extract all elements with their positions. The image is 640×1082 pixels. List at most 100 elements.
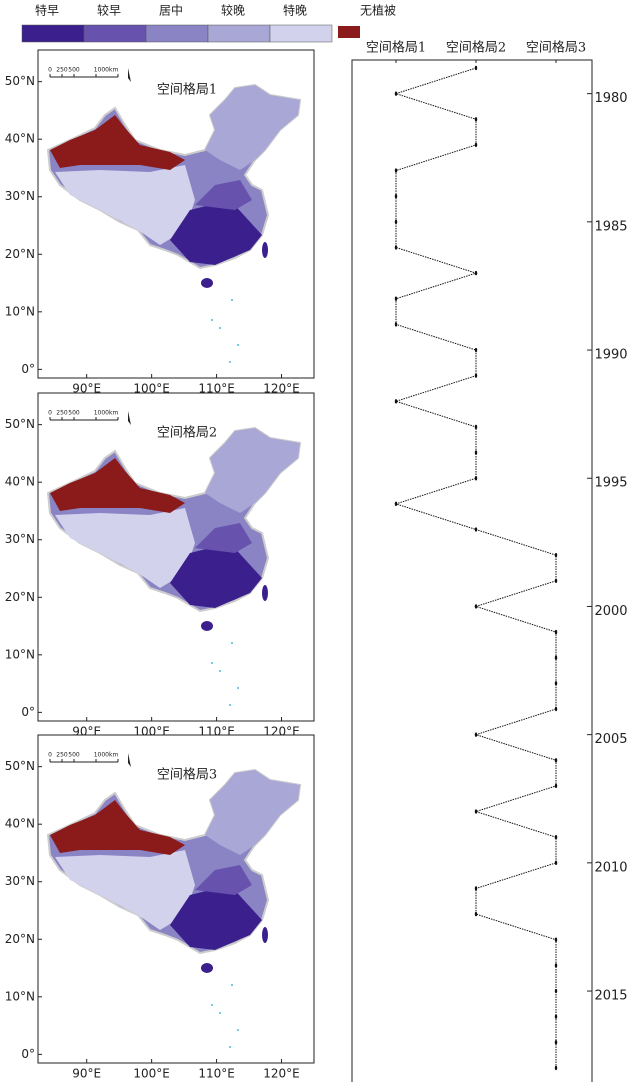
legend-label: 特晚 [283, 3, 307, 18]
lat-label: 40°N [5, 132, 35, 146]
scale-label: 0 [48, 410, 52, 417]
lat-label: 50°N [5, 417, 35, 431]
year-marker [474, 732, 478, 737]
map-title: 空间格局2 [157, 425, 217, 441]
lon-label: 120°E [263, 725, 300, 739]
lat-label: 0° [21, 362, 35, 376]
legend-label: 居中 [159, 3, 183, 18]
year-marker [554, 988, 558, 994]
map-panel: 空间格局1 0° 10°N 20°N 30°N 40°N 50°N 90°E 100°E 110°… [5, 49, 315, 396]
year-marker [394, 91, 398, 96]
year-marker [554, 655, 558, 660]
legend-swatch [83, 24, 147, 43]
north-arrow [128, 411, 131, 425]
year-marker [554, 1040, 558, 1045]
year-marker [474, 527, 478, 532]
year-marker [474, 450, 478, 455]
lon-label: 110°E [198, 725, 235, 739]
china-map [47, 84, 301, 364]
year-label: 1980 [594, 91, 627, 106]
year-marker [554, 629, 558, 635]
scale-label: 500 [68, 67, 80, 74]
lat-label: 30°N [5, 189, 35, 203]
lat-label: 30°N [5, 532, 35, 546]
column-label: 空间格局2 [446, 40, 506, 56]
lat-label: 50°N [5, 759, 35, 773]
year-marker [554, 937, 558, 942]
year-marker [554, 783, 558, 789]
chart-frame [351, 59, 593, 1082]
year-marker [474, 604, 478, 609]
year-label: 1985 [594, 219, 627, 234]
year-marker [474, 142, 478, 148]
year-marker [474, 886, 478, 891]
maps: 空间格局1 0° 10°N 20°N 30°N 40°N 50°N 90°E 100°E 110°… [5, 49, 315, 1081]
lat-label: 10°N [5, 304, 35, 318]
scale-label: 1000km [94, 410, 119, 417]
scale-label: 250 [56, 67, 68, 74]
lat-label: 40°N [5, 817, 35, 831]
legend-label: 无植被 [360, 3, 396, 18]
lon-label: 110°E [198, 1067, 235, 1081]
year-marker [474, 424, 478, 430]
legend-swatch [269, 24, 333, 43]
year-label: 2015 [594, 989, 627, 1004]
year-label: 2005 [594, 732, 627, 747]
legend: 特早 较早 居中 较晚 特晚 无植被 [21, 3, 396, 43]
column-label: 空间格局1 [366, 40, 426, 56]
scale-label: 0 [48, 67, 52, 74]
legend-label: 较晚 [221, 3, 245, 18]
lat-label: 30°N [5, 874, 35, 888]
year-marker [554, 681, 558, 686]
lon-label: 90°E [72, 382, 101, 396]
year-marker [554, 552, 558, 558]
lon-label: 90°E [72, 1067, 101, 1081]
scale-label: 1000km [94, 752, 119, 759]
map-title: 空间格局1 [157, 82, 217, 98]
year-marker [554, 578, 558, 583]
year-marker [394, 501, 398, 507]
year-marker [394, 296, 398, 301]
legend-swatch [338, 26, 360, 38]
scale-label: 1000km [94, 67, 119, 74]
lat-label: 20°N [5, 932, 35, 946]
lon-label: 110°E [198, 382, 235, 396]
map-frame [37, 734, 315, 1064]
lat-label: 20°N [5, 247, 35, 261]
year-marker [554, 835, 558, 840]
scale-label: 500 [68, 752, 80, 759]
year-marker [474, 270, 478, 276]
year-marker [394, 168, 398, 173]
pattern-line [394, 67, 557, 1068]
year-marker [554, 758, 558, 763]
year-marker [554, 1065, 558, 1071]
lat-label: 10°N [5, 989, 35, 1003]
scale-label: 250 [56, 410, 68, 417]
year-marker [474, 373, 478, 378]
year-marker [394, 322, 398, 327]
lon-label: 90°E [72, 725, 101, 739]
year-marker [394, 219, 398, 225]
lat-label: 10°N [5, 647, 35, 661]
legend-swatch [21, 24, 85, 43]
lat-label: 50°N [5, 74, 35, 88]
pattern-chart: 空间格局1 空间格局2 空间格局3 1980 1985 1990 1995 2000 2005 2… [351, 40, 628, 1082]
map-frame [37, 49, 315, 379]
china-map [47, 769, 301, 1049]
legend-label: 较早 [97, 3, 121, 18]
year-marker [394, 399, 398, 404]
scale-label: 250 [56, 752, 68, 759]
year-marker [474, 117, 478, 122]
legend-swatch [145, 24, 209, 43]
year-marker [394, 194, 398, 199]
lon-label: 120°E [263, 1067, 300, 1081]
year-marker [474, 65, 478, 71]
map-frame [37, 392, 315, 722]
year-marker [554, 1014, 558, 1019]
year-marker [474, 347, 478, 353]
north-arrow [128, 68, 131, 82]
lat-label: 0° [21, 705, 35, 719]
year-marker [474, 809, 478, 814]
scale-label: 500 [68, 410, 80, 417]
